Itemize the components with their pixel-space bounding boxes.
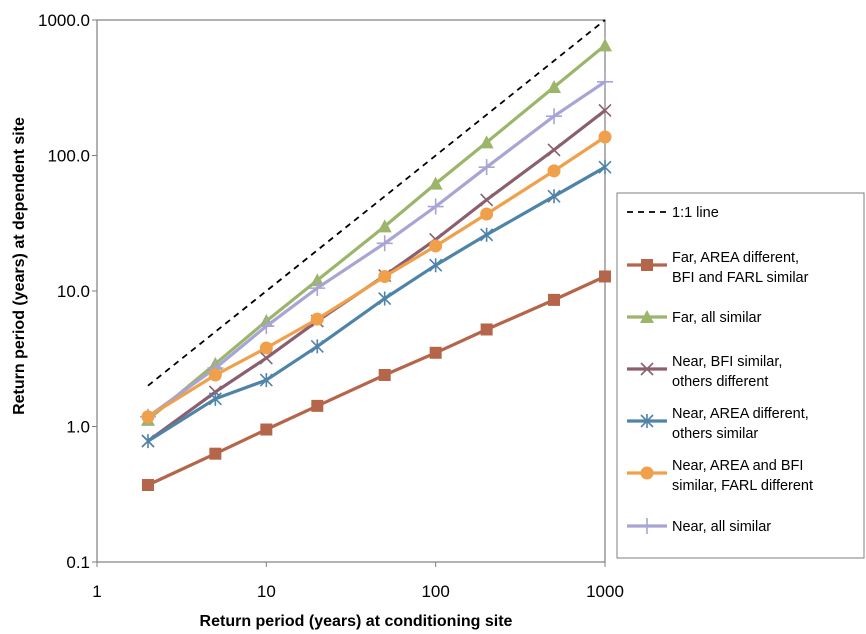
marker-plus — [309, 280, 326, 297]
marker-x — [259, 351, 273, 365]
marker-star — [547, 189, 561, 204]
marker-circle — [598, 130, 612, 144]
marker-triangle — [377, 219, 392, 233]
marker-circle — [429, 239, 443, 253]
legend-entry: Near, AREA different, others similar — [627, 406, 809, 442]
y-tick-label: 1.0 — [66, 418, 90, 437]
legend-label: others similar — [672, 426, 758, 442]
marker-plus — [258, 318, 275, 335]
legend-label: similar, FARL different — [672, 478, 813, 494]
series-3 — [141, 160, 612, 449]
marker-square — [599, 270, 611, 283]
x-tick-label: 1 — [92, 582, 101, 601]
plot-area — [96, 19, 606, 563]
legend-label: BFI and FARL similar — [672, 270, 809, 286]
marker-circle — [310, 312, 324, 326]
marker-star — [378, 291, 392, 306]
marker-square — [548, 293, 561, 306]
marker-circle — [547, 164, 561, 178]
series-1 — [140, 38, 612, 426]
legend-label: 1:1 line — [672, 205, 719, 221]
y-axis-title: Return period (years) at dependent site — [11, 117, 28, 415]
marker-plus — [597, 73, 613, 90]
legend-label: Near, BFI similar, — [672, 354, 782, 370]
marker-square — [480, 323, 493, 336]
marker-plus — [639, 518, 655, 534]
marker-circle — [640, 466, 654, 480]
legend-label: Far, all similar — [672, 310, 762, 326]
marker-star — [598, 160, 612, 175]
y-tick-label: 10.0 — [57, 282, 90, 301]
marker-star — [640, 414, 654, 428]
marker-square — [378, 368, 391, 381]
marker-square — [141, 479, 154, 492]
marker-triangle — [479, 135, 494, 149]
marker-star — [208, 391, 222, 406]
marker-star — [429, 258, 443, 273]
marker-plus — [478, 159, 495, 176]
x-axis-title: Return period (years) at conditioning si… — [200, 613, 513, 630]
marker-circle — [141, 410, 155, 424]
marker-star — [259, 373, 273, 388]
marker-square — [260, 423, 273, 436]
marker-square — [311, 399, 324, 412]
x-tick-label: 1000 — [586, 582, 624, 601]
chart-marks — [139, 19, 613, 492]
marker-triangle — [640, 310, 654, 323]
marker-x — [480, 193, 494, 207]
legend: 1:1 line Far, AREA different, BFI and FARL… — [616, 192, 865, 559]
one-to-one-line — [147, 19, 606, 387]
marker-plus — [427, 198, 444, 215]
series-0 — [141, 270, 611, 492]
marker-star — [141, 434, 155, 449]
marker-plus — [376, 235, 393, 252]
legend-entry: Near, BFI similar, others different — [627, 354, 782, 390]
marker-triangle — [310, 273, 325, 287]
legend-label: Near, AREA different, — [672, 406, 809, 422]
legend-label: others different — [672, 374, 768, 390]
marker-triangle — [428, 176, 443, 190]
tick-labels: 1 10 100 1000 0.1 1.0 10.0 100.0 1000.0 — [38, 11, 624, 601]
marker-square — [641, 259, 653, 271]
marker-triangle — [547, 80, 562, 94]
series-4 — [141, 130, 612, 424]
plot-frame — [96, 19, 606, 563]
legend-entry: Far, AREA different, BFI and FARL similar — [627, 250, 809, 286]
legend-box — [616, 192, 865, 559]
marker-square — [209, 447, 222, 460]
marker-square — [429, 346, 442, 359]
legend-label: Far, AREA different, — [672, 250, 799, 266]
x-tick-label: 100 — [421, 582, 449, 601]
legend-entry: Near, AREA and BFI similar, FARL differen… — [627, 458, 813, 494]
marker-triangle — [598, 38, 612, 52]
marker-circle — [378, 269, 392, 283]
marker-circle — [208, 368, 222, 382]
legend-entry: Far, all similar — [627, 310, 762, 326]
legend-label: Near, AREA and BFI — [672, 458, 803, 474]
marker-circle — [259, 341, 273, 355]
x-tick-label: 10 — [257, 582, 276, 601]
y-tick-label: 1000.0 — [38, 11, 90, 30]
legend-label: Near, all similar — [672, 519, 771, 535]
marker-x — [547, 143, 561, 157]
marker-x — [598, 103, 612, 118]
y-tick-label: 0.1 — [66, 553, 90, 572]
marker-circle — [480, 207, 494, 221]
marker-star — [310, 339, 324, 354]
marker-x — [640, 362, 654, 376]
legend-entry: Near, all similar — [627, 518, 771, 535]
marker-plus — [546, 108, 563, 125]
marker-star — [480, 227, 494, 242]
y-tick-label: 100.0 — [47, 147, 90, 166]
